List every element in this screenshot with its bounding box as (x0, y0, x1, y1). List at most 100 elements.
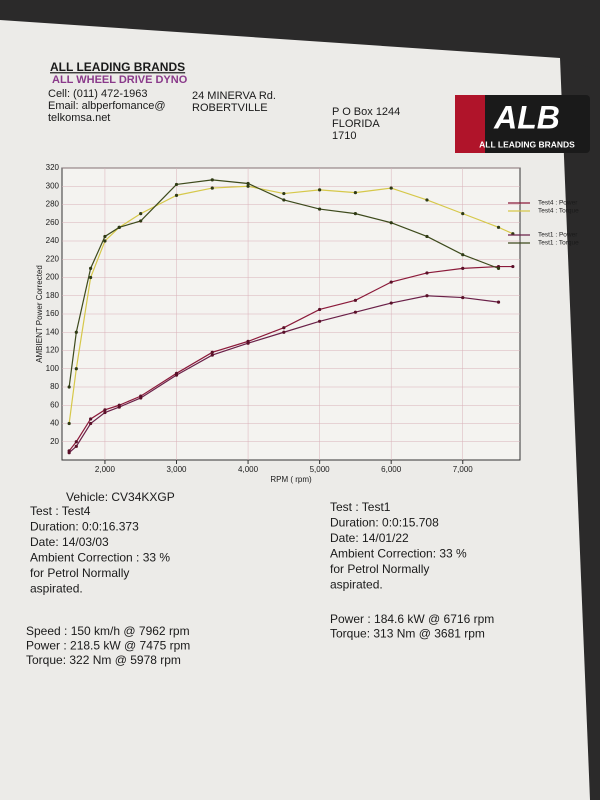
y-tick-label: 20 (50, 437, 59, 446)
test1-line: aspirated. (330, 578, 383, 592)
data-point (496, 300, 501, 304)
test4-result: Power : 218.5 kW @ 7475 rpm (26, 639, 190, 653)
data-point (353, 298, 358, 302)
data-point (89, 421, 93, 426)
test4-line: Date: 14/03/03 (30, 535, 109, 549)
data-point (103, 410, 107, 415)
y-tick-label: 100 (46, 364, 60, 373)
x-tick-label: 3,000 (166, 465, 187, 474)
data-point (210, 353, 214, 357)
test1-line: Date: 14/01/22 (330, 531, 409, 545)
contact-line: Email: albperfomance@ (48, 100, 166, 112)
logo-mark: ALB (493, 99, 560, 135)
test4-result: Speed : 150 km/h @ 7962 rpm (26, 624, 190, 638)
legend-label: Test1 : Power (538, 232, 578, 239)
data-point (89, 266, 93, 270)
test1-result: Torque: 313 Nm @ 3681 rpm (330, 627, 485, 641)
data-point (461, 295, 465, 300)
test4-line: for Petrol Normally (30, 566, 129, 580)
x-tick-label: 7,000 (453, 465, 474, 474)
data-point (67, 421, 71, 426)
series-line (68, 295, 499, 454)
data-point (425, 271, 429, 275)
y-tick-label: 300 (46, 181, 60, 190)
data-point (425, 294, 429, 298)
test1-result: Power : 184.6 kW @ 6716 rpm (330, 612, 494, 626)
y-tick-label: 260 (46, 218, 60, 227)
company-name: ALL LEADING BRANDS (50, 60, 185, 74)
data-point (74, 330, 78, 334)
data-point (246, 184, 250, 188)
y-tick-label: 240 (46, 236, 60, 245)
data-point (496, 266, 501, 270)
series-line (68, 179, 499, 388)
data-point (496, 225, 501, 229)
data-point (103, 234, 107, 239)
data-point (139, 219, 143, 223)
data-point (210, 350, 214, 354)
x-tick-label: 2,000 (95, 465, 116, 474)
address-line: ROBERTVILLE (192, 102, 268, 114)
test4-result: Torque: 322 Nm @ 5978 rpm (26, 653, 181, 667)
data-point (103, 239, 107, 243)
data-point (89, 417, 93, 421)
data-point (461, 212, 465, 216)
data-point (74, 367, 78, 371)
contact-line: Cell: (011) 472-1963 (48, 88, 147, 100)
logo-accent (455, 95, 485, 153)
y-tick-label: 120 (46, 346, 60, 355)
data-point (174, 182, 179, 187)
data-point (389, 301, 393, 305)
y-tick-label: 140 (46, 327, 60, 336)
data-point (353, 310, 358, 314)
test4-line: aspirated. (30, 582, 83, 596)
y-tick-label: 160 (46, 309, 60, 318)
data-point (461, 253, 465, 257)
data-point (318, 188, 322, 192)
x-axis-label: RPM ( rpm) (270, 475, 312, 484)
data-point (353, 191, 358, 195)
data-point (282, 198, 286, 202)
data-point (282, 191, 286, 196)
data-point (67, 385, 71, 389)
y-tick-label: 220 (46, 254, 60, 263)
data-point (461, 266, 465, 270)
data-point (174, 373, 179, 377)
logo-text: ALL LEADING BRANDS (479, 139, 575, 149)
x-tick-label: 4,000 (238, 465, 259, 474)
legend-label: Test1 : Torque (538, 240, 579, 247)
x-tick-label: 5,000 (310, 465, 331, 474)
data-point (246, 341, 250, 345)
data-point (282, 330, 286, 334)
vehicle: Vehicle: CV34KXGP (66, 490, 175, 504)
data-point (246, 181, 250, 186)
y-tick-label: 60 (50, 400, 59, 409)
data-point (389, 221, 393, 225)
y-tick-label: 280 (46, 200, 60, 209)
contact-line: telkomsa.net (48, 112, 110, 124)
data-point (282, 326, 286, 330)
test4-line: Ambient Correction : 33 % (30, 551, 170, 565)
data-point (174, 193, 179, 197)
test1-line: for Petrol Normally (330, 562, 429, 576)
y-axis-label: AMBIENT Power Corrected (35, 265, 44, 363)
data-point (318, 207, 322, 211)
data-point (318, 319, 322, 323)
logo-box (455, 95, 590, 153)
data-point (389, 186, 393, 190)
postal-line: FLORIDA (332, 118, 380, 130)
data-point (511, 264, 515, 269)
address-line: 24 MINERVA Rd. (192, 90, 276, 102)
y-tick-label: 320 (46, 163, 60, 172)
data-point (318, 307, 322, 312)
data-point (103, 408, 107, 412)
data-point (210, 178, 214, 182)
y-tick-label: 200 (46, 273, 60, 282)
background-corner (0, 0, 600, 70)
postal-line: P O Box 1244 (332, 106, 400, 118)
legend-label: Test4 : Power (538, 200, 578, 207)
data-point (74, 444, 78, 448)
data-point (139, 212, 143, 216)
